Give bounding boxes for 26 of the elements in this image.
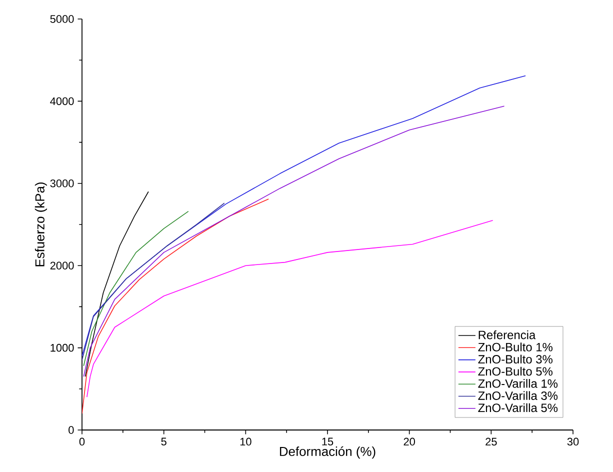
x-tick-label: 0: [79, 438, 85, 446]
y-axis-title: Esfuerzo (kPa): [34, 182, 47, 266]
y-tick-label: 0: [68, 426, 74, 434]
y-tick-label: 5000: [50, 15, 74, 23]
line-series: [82, 202, 225, 361]
legend-label: ZnO-Bulto 3%: [478, 354, 552, 364]
legend-label: ZnO-Bulto 1%: [478, 342, 552, 352]
y-tick-label: 1000: [50, 344, 74, 352]
legend-label: Referencia: [478, 330, 536, 340]
legend-label: ZnO-Varilla 1%: [478, 379, 558, 388]
line-series: [82, 198, 269, 414]
y-tick-label: 4000: [50, 97, 74, 106]
x-tick-label: 20: [404, 438, 415, 446]
legend-label: ZnO-Bulto 5%: [478, 366, 552, 376]
line-series: [83, 210, 189, 366]
x-tick-label: 5: [161, 438, 166, 446]
x-tick-label: 10: [240, 438, 252, 446]
legend-label: ZnO-Varilla 3%: [478, 391, 558, 400]
y-tick-label: 2000: [50, 262, 74, 270]
line-series: [84, 191, 149, 377]
y-tick-label: 3000: [50, 180, 74, 188]
x-tick-label: 15: [322, 438, 334, 446]
x-tick-label: 30: [567, 438, 579, 446]
x-tick-label: 25: [486, 438, 497, 446]
x-axis-title: Deformación (%): [280, 446, 376, 459]
legend-label: ZnO-Varilla 5%: [478, 403, 558, 412]
